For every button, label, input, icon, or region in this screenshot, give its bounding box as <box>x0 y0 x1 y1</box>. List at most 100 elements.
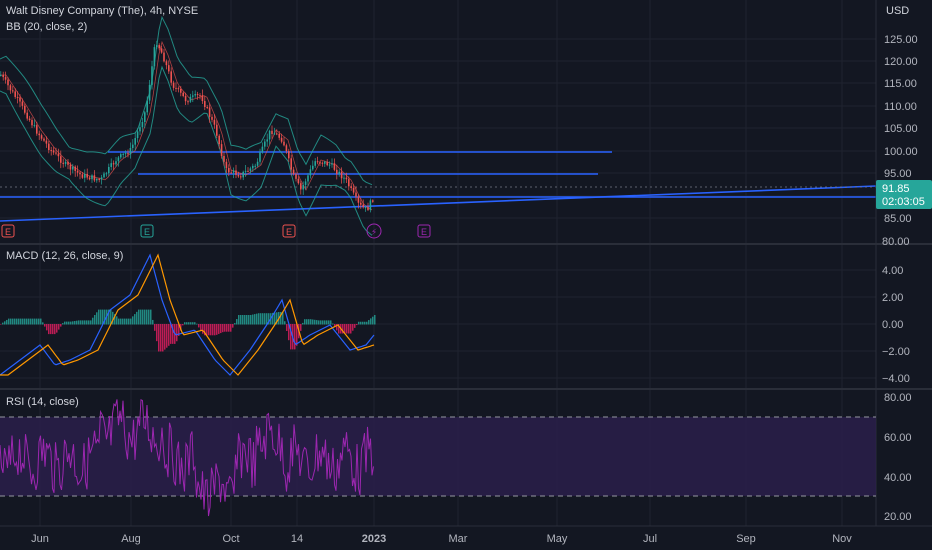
macd-histogram-bar <box>136 311 138 325</box>
symbol-title[interactable]: Walt Disney Company (The), 4h, NYSE <box>6 5 199 17</box>
candle-body <box>19 97 21 102</box>
candle-body <box>328 164 331 166</box>
macd-histogram-bar <box>312 319 314 325</box>
macd-histogram-bar <box>166 324 168 348</box>
macd-histogram-bar <box>26 318 28 325</box>
macd-histogram-bar <box>360 321 362 325</box>
macd-histogram-bar <box>350 324 352 334</box>
event-markers[interactable]: E E E ⚡ E <box>1 223 431 239</box>
macd-histogram-bar <box>328 320 330 325</box>
macd-histogram-bar <box>44 324 46 327</box>
dividend-marker[interactable] <box>366 223 382 239</box>
macd-histogram-bar <box>20 318 22 325</box>
earnings-marker-1[interactable] <box>1 224 15 238</box>
macd-histogram-bar <box>274 312 276 325</box>
macd-histogram-bar <box>210 324 212 336</box>
date-tick: Jun <box>31 533 49 545</box>
macd-histogram-bar <box>50 324 52 335</box>
macd-histogram-bar <box>302 322 304 325</box>
earnings-marker-3[interactable] <box>282 224 296 238</box>
candle-body <box>333 163 336 170</box>
candle-body <box>139 127 141 132</box>
rsi-plot <box>0 398 374 517</box>
macd-histogram-bar <box>320 320 322 325</box>
earnings-marker-1-label: E <box>5 227 11 237</box>
macd-histogram-bar <box>212 324 214 336</box>
macd-histogram-bar <box>230 324 232 332</box>
candle-body <box>112 163 115 165</box>
candle-body <box>153 47 156 67</box>
candle-body <box>204 101 206 108</box>
candle-body <box>314 161 316 166</box>
macd-histogram-bar <box>132 316 134 325</box>
macd-histogram-bar <box>216 324 218 335</box>
macd-histogram-bar <box>122 318 124 325</box>
macd-histogram-bar <box>300 324 302 331</box>
date-tick: May <box>547 533 568 545</box>
candle-body <box>33 125 36 127</box>
earnings-marker-2[interactable] <box>140 224 154 238</box>
candle-body <box>21 101 24 106</box>
macd-histogram-bar <box>68 321 70 325</box>
candle-body <box>136 131 139 139</box>
macd-histogram-bar <box>286 324 288 331</box>
candle-body <box>230 172 232 174</box>
candle-body <box>100 177 103 180</box>
candle-body <box>225 161 228 168</box>
rsi-indicator-label[interactable]: RSI (14, close) <box>6 396 79 408</box>
macd-histogram-bar <box>78 320 80 325</box>
signal-line <box>0 253 375 376</box>
candle-body <box>336 169 338 174</box>
macd-histogram-bar <box>232 324 234 328</box>
macd-histogram-bar <box>284 321 286 325</box>
macd-histogram-bar <box>256 313 258 325</box>
macd-histogram-bar <box>24 318 26 325</box>
candle-body <box>96 178 98 181</box>
macd-histogram-bar <box>228 324 230 332</box>
candle-body <box>31 119 33 126</box>
macd-histogram-bar <box>62 323 64 325</box>
macd-histogram-bar <box>268 313 270 325</box>
earnings-marker-4[interactable] <box>417 224 431 238</box>
macd-histogram-bar <box>190 322 192 325</box>
lightning-icon: ⚡ <box>371 228 377 238</box>
macd-histogram-bar <box>42 322 44 325</box>
candle-body <box>290 158 292 170</box>
macd-histogram-bar <box>12 318 14 325</box>
macd-histogram-bar <box>196 323 198 325</box>
candle-body <box>321 162 324 164</box>
candle-body <box>98 178 100 180</box>
candle-body <box>338 171 340 174</box>
macd-indicator-label[interactable]: MACD (12, 26, close, 9) <box>6 250 124 262</box>
macd-histogram-bar <box>10 318 12 325</box>
candle-body <box>9 85 12 91</box>
candle-body <box>331 163 333 165</box>
candle-body <box>297 178 300 184</box>
last-price-value: 91.85 <box>882 183 910 195</box>
macd-histogram-bar <box>154 324 156 331</box>
bb-indicator-label[interactable]: BB (20, close, 2) <box>6 21 88 33</box>
macd-histogram-bar <box>40 318 42 325</box>
macd-histogram-bar <box>194 322 196 325</box>
macd-histogram-bar <box>338 324 340 334</box>
macd-histogram-bar <box>58 324 60 330</box>
candle-body <box>288 151 290 159</box>
candle-body <box>84 173 86 178</box>
macd-histogram-bar <box>144 309 146 325</box>
candle-body <box>103 173 105 178</box>
macd-histogram-bar <box>326 320 328 325</box>
macd-histogram-bar <box>294 324 296 350</box>
macd-histogram-bar <box>304 319 306 325</box>
trendlines[interactable] <box>0 151 877 222</box>
macd-histogram-bar <box>54 324 56 335</box>
macd-tick: −4.00 <box>882 373 910 385</box>
rising-trendline[interactable] <box>0 185 877 222</box>
candle-body <box>237 174 240 177</box>
date-tick: Jul <box>643 533 657 545</box>
price-tick: 110.00 <box>884 101 917 113</box>
macd-histogram-bar <box>100 309 102 325</box>
candle-body <box>309 169 312 176</box>
macd-histogram-bar <box>28 318 30 325</box>
macd-histogram-bar <box>22 318 24 325</box>
